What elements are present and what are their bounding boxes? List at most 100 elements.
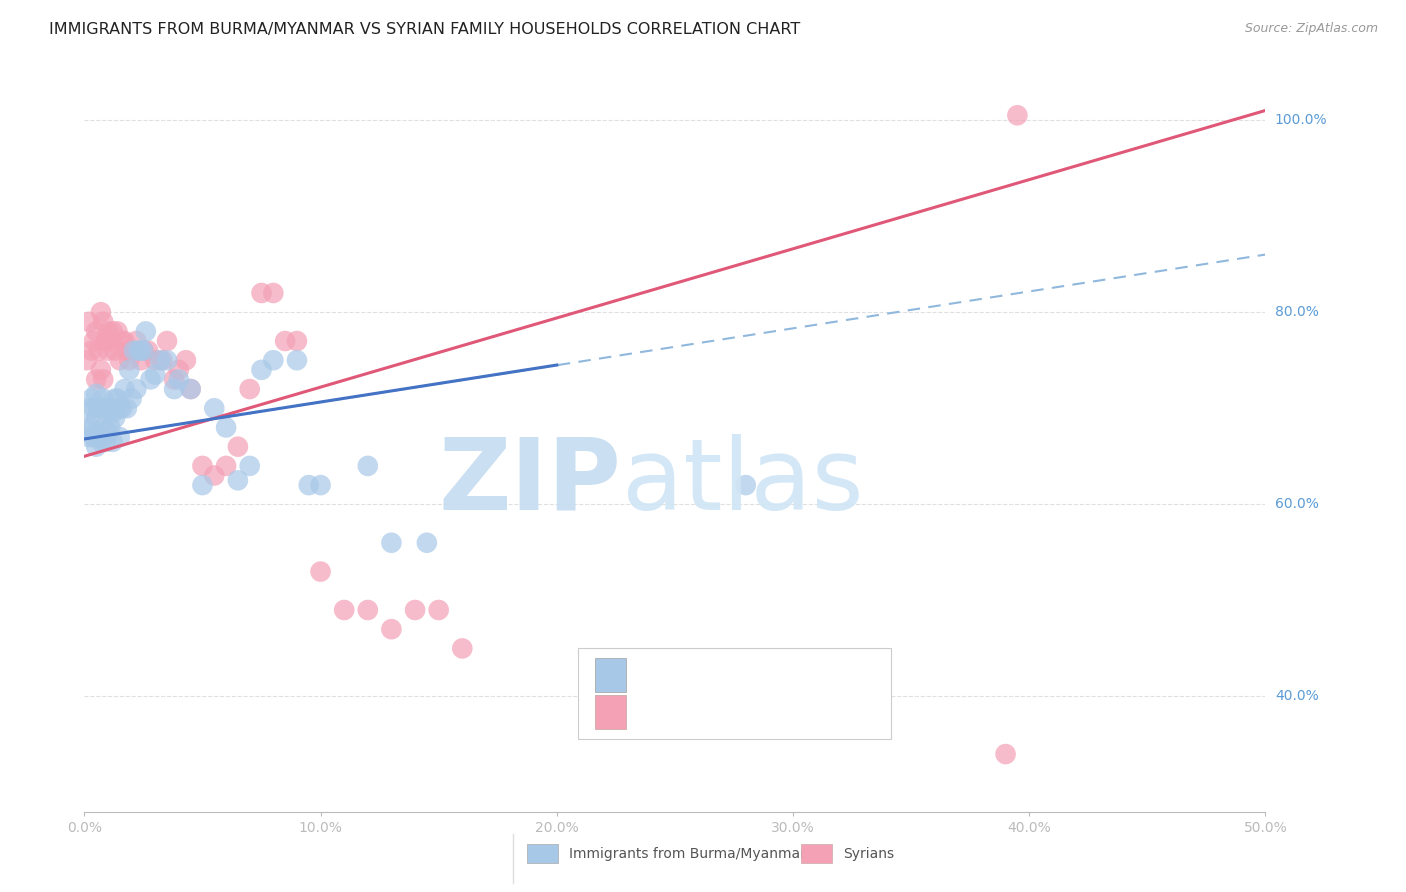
Point xyxy=(135,325,157,339)
Point xyxy=(202,401,225,416)
Point xyxy=(143,353,166,368)
Point xyxy=(80,392,103,406)
Point xyxy=(309,565,332,579)
Point xyxy=(90,363,112,377)
Point xyxy=(191,458,214,473)
Point xyxy=(427,603,450,617)
Point xyxy=(98,401,121,416)
Point xyxy=(107,325,129,339)
Point xyxy=(121,343,143,358)
Point xyxy=(239,382,262,396)
Point xyxy=(84,410,107,425)
Point xyxy=(114,382,136,396)
Point xyxy=(143,368,166,382)
Point xyxy=(226,473,249,487)
Point xyxy=(125,382,148,396)
Point xyxy=(80,343,103,358)
Point xyxy=(404,603,426,617)
Point xyxy=(77,430,100,444)
Point xyxy=(163,382,186,396)
Point xyxy=(90,401,112,416)
Text: 61: 61 xyxy=(766,667,787,682)
Point xyxy=(167,363,190,377)
Point xyxy=(333,603,356,617)
Point xyxy=(994,747,1017,761)
Point xyxy=(139,372,162,386)
Point xyxy=(180,382,202,396)
Point xyxy=(451,641,474,656)
Point xyxy=(215,458,238,473)
Text: Syrians: Syrians xyxy=(844,847,894,861)
Text: 0.487: 0.487 xyxy=(668,705,716,720)
Point xyxy=(156,334,179,348)
Point xyxy=(108,401,131,416)
Point xyxy=(101,406,124,420)
Text: R =: R = xyxy=(633,705,666,720)
Point xyxy=(87,430,110,444)
Point xyxy=(104,410,127,425)
Point xyxy=(132,343,155,358)
Point xyxy=(83,334,105,348)
Point xyxy=(118,353,141,368)
Point xyxy=(357,603,380,617)
Point xyxy=(285,334,308,348)
Point xyxy=(84,440,107,454)
Point xyxy=(115,343,138,358)
Point xyxy=(129,343,152,358)
Point xyxy=(101,325,124,339)
Point xyxy=(98,420,121,434)
Text: N =: N = xyxy=(731,667,765,682)
Point xyxy=(149,353,172,368)
Point xyxy=(97,401,120,416)
Point xyxy=(380,622,402,636)
Point xyxy=(94,434,117,449)
Text: 80.0%: 80.0% xyxy=(1275,305,1319,319)
Point xyxy=(76,420,98,434)
Text: Source: ZipAtlas.com: Source: ZipAtlas.com xyxy=(1244,22,1378,36)
Point xyxy=(250,363,273,377)
Point xyxy=(167,372,190,386)
Point xyxy=(191,478,214,492)
Point xyxy=(104,343,127,358)
Point xyxy=(87,401,110,416)
Text: atlas: atlas xyxy=(621,434,863,531)
Point xyxy=(734,478,756,492)
Point xyxy=(121,392,143,406)
Point xyxy=(101,434,124,449)
Text: ZIP: ZIP xyxy=(439,434,621,531)
Point xyxy=(104,392,127,406)
Point xyxy=(357,458,380,473)
Point xyxy=(239,458,262,473)
Point xyxy=(215,420,238,434)
Point xyxy=(91,315,114,329)
Point xyxy=(76,353,98,368)
Point xyxy=(174,353,197,368)
Point xyxy=(108,353,131,368)
Point xyxy=(125,334,148,348)
Point xyxy=(156,353,179,368)
Point xyxy=(107,392,129,406)
Point xyxy=(91,420,114,434)
Point xyxy=(226,440,249,454)
Text: 40.0%: 40.0% xyxy=(1275,690,1319,704)
Point xyxy=(128,343,150,358)
Point xyxy=(262,353,284,368)
Point xyxy=(94,401,117,416)
Text: N =: N = xyxy=(731,705,765,720)
Text: 0.318: 0.318 xyxy=(668,667,716,682)
Point xyxy=(94,334,117,348)
Point xyxy=(84,372,107,386)
Point xyxy=(250,285,273,300)
Point xyxy=(136,343,159,358)
Point xyxy=(80,420,103,434)
Point xyxy=(380,535,402,549)
Point xyxy=(416,535,439,549)
Point xyxy=(90,305,112,319)
Point xyxy=(98,334,121,348)
Point xyxy=(91,392,114,406)
Point xyxy=(118,363,141,377)
Point xyxy=(77,315,100,329)
Point xyxy=(150,353,173,368)
Point xyxy=(97,425,120,440)
Text: IMMIGRANTS FROM BURMA/MYANMAR VS SYRIAN FAMILY HOUSEHOLDS CORRELATION CHART: IMMIGRANTS FROM BURMA/MYANMAR VS SYRIAN … xyxy=(49,22,800,37)
